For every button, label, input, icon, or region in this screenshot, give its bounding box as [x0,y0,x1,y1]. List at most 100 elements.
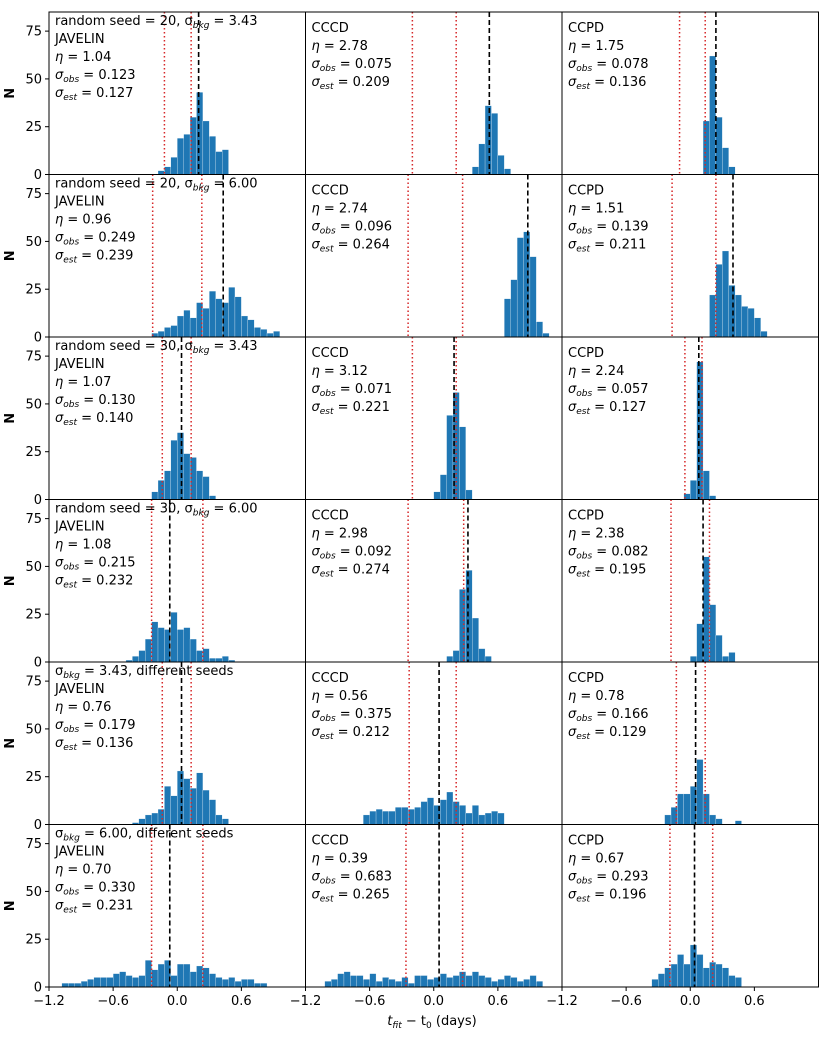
x-axis-label: tfit − t0 (days) [387,1014,476,1031]
histogram-bar [459,426,466,500]
x-tick-label: −1.2 [33,994,65,1009]
y-tick-label: 75 [25,350,42,365]
eta-label: η = 0.39 [312,852,368,867]
y-tick-label: 75 [25,675,42,690]
sigma-est-label: σest = 0.195 [568,563,646,580]
panel-frame [561,11,819,175]
histogram-bar [497,155,505,175]
histogram-bar [125,975,133,987]
row-header: random seed = 20, σbkg = 6.00 [55,177,258,194]
histogram-bar [183,963,191,987]
sigma-obs-label: σobs = 0.092 [312,545,393,562]
y-axis-label: N [3,413,18,424]
plot-area [61,824,268,987]
histogram-bar [151,812,159,825]
sigma-obs-label: σobs = 0.078 [568,57,649,74]
method-label: CCPD [568,509,604,524]
histogram-bar [690,944,697,987]
method-label: CCCD [312,834,349,849]
histogram-bar [61,983,69,987]
histogram-bar [395,981,402,987]
sigma-obs-label: σobs = 0.139 [568,220,649,237]
histogram-bar [138,650,146,662]
histogram-bar [484,977,492,987]
histogram-bar [446,977,454,987]
histogram-bar [145,960,152,987]
x-tick-label: 0.0 [680,994,701,1009]
histogram-bar [395,807,402,825]
method-label: JAVELIN [54,32,105,47]
histogram-bar [106,977,114,987]
histogram-bar [452,801,460,825]
histogram-bar [735,294,742,337]
sigma-obs-label: σobs = 0.249 [55,231,136,248]
histogram-bar [722,967,729,987]
histogram-bar [529,256,537,337]
histogram-bar [452,650,460,662]
y-axis-label: N [3,88,18,99]
histogram-bar [542,333,550,337]
histogram-bar [696,361,704,500]
histogram-bar [484,105,492,175]
histogram-bar [510,977,518,987]
row-header: random seed = 20, σbkg = 3.43 [55,14,258,31]
histogram-bar [177,138,184,175]
y-tick-label: 75 [25,187,42,202]
x-axis-label-sub-fit: fit [392,1021,402,1031]
histogram-bar [664,814,672,825]
histogram-bar [670,963,678,987]
histogram-bar [183,453,191,500]
panel-r6-javelin: 0 25 50 75 N −1.2 −0.6 0.0 0.6 σbkg = 6.00, diffe… [3,824,306,1009]
panel-frame [305,11,563,175]
histogram-bar [446,656,454,662]
x-tick-label: −1.2 [546,994,578,1009]
x-tick-label: −0.6 [610,994,642,1009]
histogram-bar [465,570,473,662]
histogram-bar [702,793,710,825]
histogram-bar [202,789,210,825]
histogram-bar [702,967,710,987]
histogram-bar [222,149,229,175]
histogram-bar [465,812,473,825]
histogram-bar [735,820,742,825]
histogram-bar [151,621,159,662]
panel-r6-ccpd: −1.2 −0.6 0.0 0.6 CCPD η = 0.67 σobs = 0.293σe… [546,824,819,1009]
plot-area [324,824,543,987]
histogram-bar [164,166,171,175]
histogram-bar [465,489,473,500]
plot-area [664,662,742,825]
sigma-obs-label: σobs = 0.683 [312,870,393,887]
eta-label: η = 1.04 [55,50,111,65]
y-tick-label: 75 [25,837,42,852]
eta-label: η = 0.78 [568,689,624,704]
histogram-bar [80,981,88,987]
histogram-bar [484,812,492,825]
sigma-est-label: σest = 0.232 [55,574,133,591]
x-tick-label: 0.0 [423,994,444,1009]
y-tick-label: 25 [25,608,42,623]
plot-area [670,499,736,662]
method-label: CCPD [568,834,604,849]
histogram-bar [420,975,428,987]
histogram-bar [401,977,409,987]
histogram-bar [478,975,486,987]
histogram-bar [690,656,697,662]
histogram-bar [709,604,717,662]
plot-area [157,12,229,175]
sigma-obs-label: σobs = 0.082 [568,545,649,562]
histogram-bar [164,786,171,825]
histogram-bar [440,799,447,825]
method-label: JAVELIN [54,357,105,372]
method-label: CCPD [568,671,604,686]
x-axis-label-minus: − t [402,1014,426,1029]
histogram-bar [715,635,723,662]
histogram-bar [696,623,704,662]
histogram-bar [113,973,120,987]
x-axis-label-unit: (days) [432,1014,477,1029]
y-tick-label: 0 [34,656,42,671]
